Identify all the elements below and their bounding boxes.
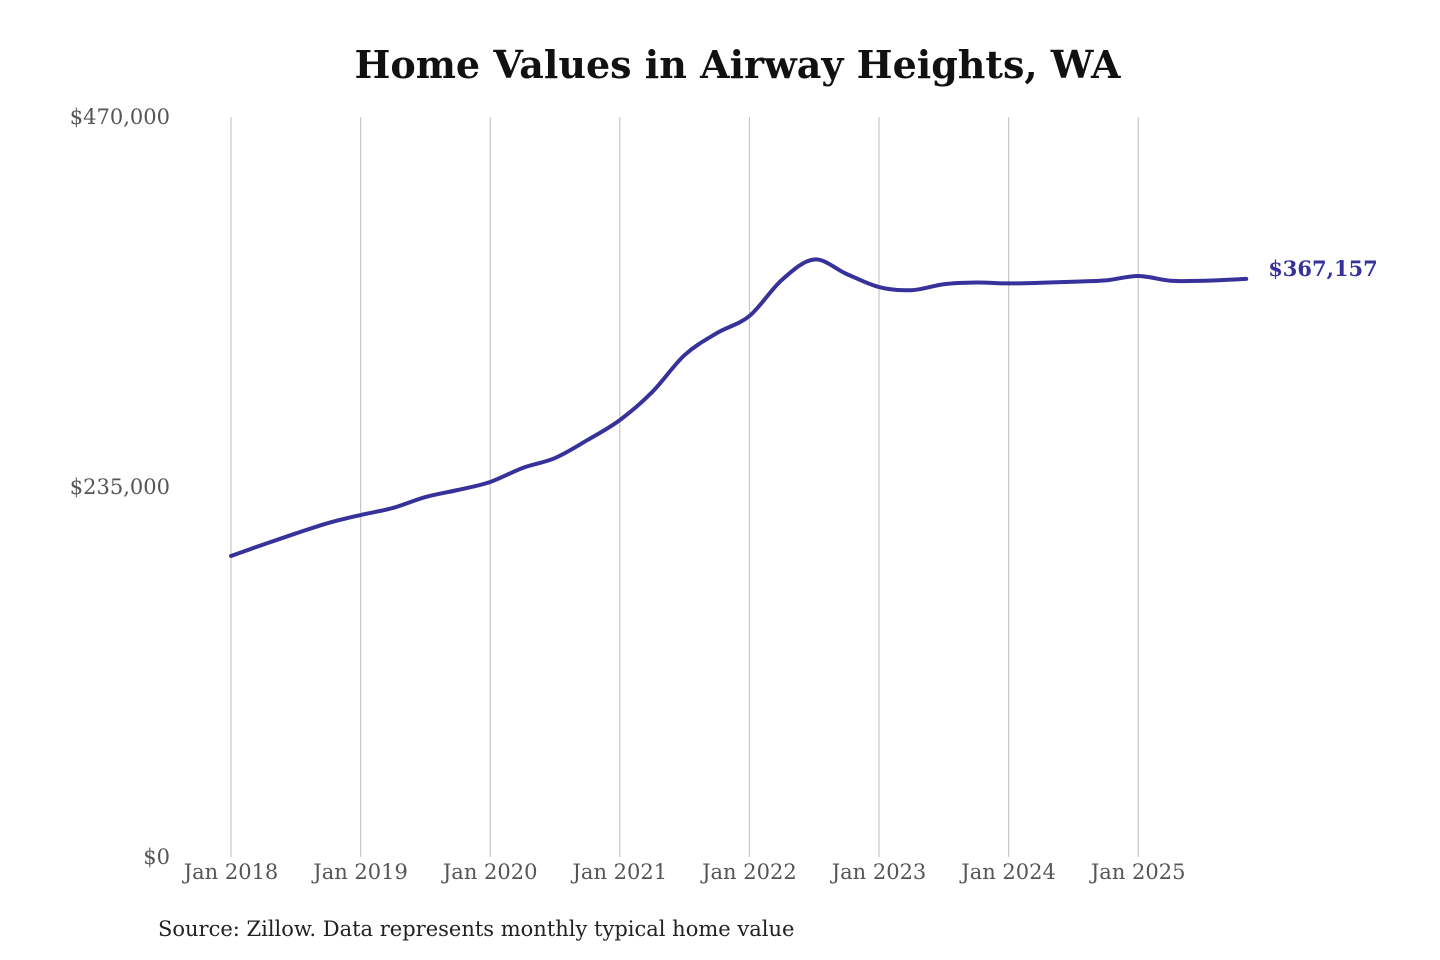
x-tick-label: Jan 2025 (1089, 860, 1186, 884)
x-tick-label: Jan 2024 (959, 860, 1056, 884)
x-tick-label: Jan 2019 (311, 860, 408, 884)
source-note: Source: Zillow. Data represents monthly … (158, 917, 795, 941)
x-tick-label: Jan 2020 (441, 860, 538, 884)
x-tick-label: Jan 2023 (830, 860, 927, 884)
x-tick-label: Jan 2018 (182, 860, 279, 884)
x-axis-ticks: Jan 2018 Jan 2019 Jan 2020 Jan 2021 Jan 2022… (182, 860, 1186, 884)
y-axis-ticks: $0 $235,000 $470,000 (70, 105, 170, 869)
x-tick-label: Jan 2022 (700, 860, 797, 884)
grid-lines (230, 117, 1139, 857)
chart-title: Home Values in Airway Heights, WA (354, 42, 1121, 87)
end-value-label: $367,157 (1268, 256, 1378, 281)
series-line (229, 257, 1249, 558)
x-tick-label: Jan 2021 (571, 860, 668, 884)
y-tick-label: $470,000 (70, 105, 170, 129)
y-tick-label: $0 (143, 845, 170, 869)
y-tick-label: $235,000 (70, 475, 170, 499)
